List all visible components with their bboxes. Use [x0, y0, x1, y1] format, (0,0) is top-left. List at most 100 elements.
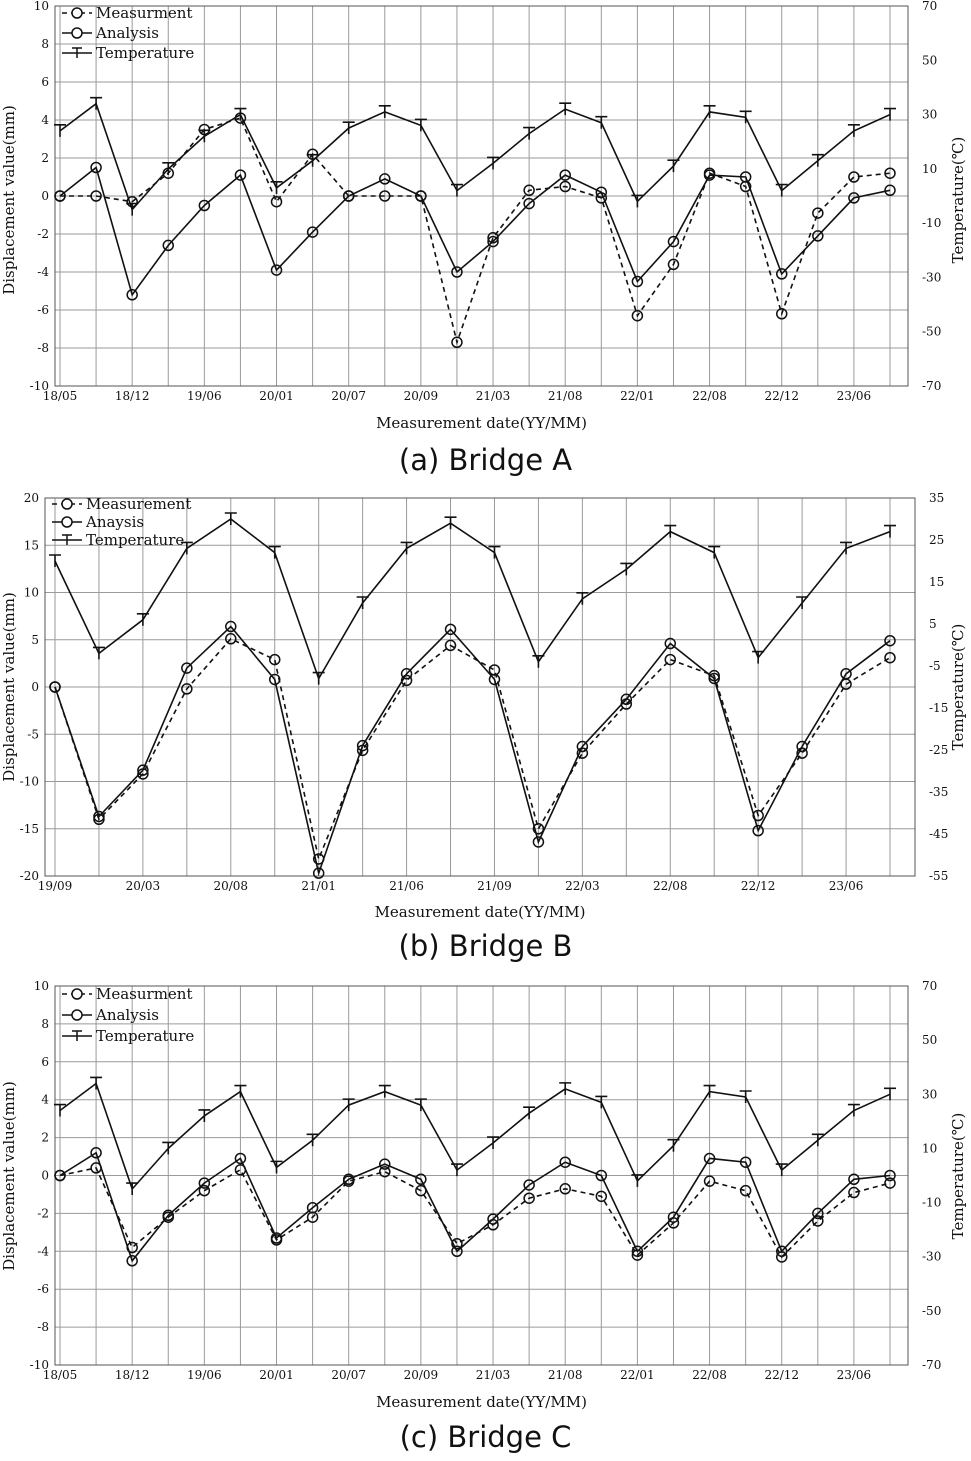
data-point [162, 1209, 175, 1222]
data-point [708, 545, 721, 559]
data-point [739, 171, 752, 183]
series-measurment [54, 1162, 896, 1263]
data-point [451, 1245, 463, 1258]
y2-tick-label: 30 [922, 108, 937, 122]
data-point [306, 1201, 319, 1214]
y-tick-label: 10 [34, 979, 49, 993]
caption-a: (a) Bridge A [398, 443, 573, 477]
y-tick-label: 2 [41, 151, 49, 165]
data-point [775, 1163, 788, 1177]
series-analysis [54, 1147, 896, 1267]
legend-label: Anaysis [85, 513, 144, 531]
data-point [268, 545, 281, 559]
series-temperature [54, 96, 896, 216]
data-point [739, 1184, 752, 1197]
data-point [523, 197, 535, 210]
x-tick-label: 19/06 [187, 389, 222, 403]
y2-tick-label: -10 [922, 216, 941, 230]
data-point [752, 824, 764, 837]
data-point [162, 239, 175, 252]
y-tick-label: -15 [20, 822, 39, 836]
data-point [812, 1207, 824, 1220]
x-tick-label: 18/12 [115, 1368, 150, 1382]
legend-swatch-marker [71, 7, 83, 19]
y-tick-label: -8 [37, 1320, 49, 1334]
chart-b: 20 15 10 5 0 -5 -10 -15 -20 35 25 15 5 -5 -15 -25 -35 -45… [0, 491, 967, 921]
data-point [90, 190, 102, 202]
data-point [884, 1177, 896, 1189]
series-analysis [54, 161, 896, 301]
x-tick-label: 22/08 [692, 389, 727, 403]
data-point [664, 524, 677, 538]
data-point [487, 1213, 499, 1225]
series-line [59, 1166, 891, 1259]
data-point [488, 673, 501, 686]
data-point [415, 190, 427, 202]
legend-label: Temperature [86, 531, 184, 549]
legend-swatch-marker [71, 27, 83, 39]
legend-label: Temperature [96, 1027, 194, 1045]
series-measurement [49, 633, 896, 865]
data-point [703, 105, 716, 118]
data-point [775, 183, 788, 197]
x-tick-label: 21/01 [301, 879, 336, 893]
y2-axis-label: Temperature(℃) [949, 1113, 967, 1240]
x-tick-label: 22/08 [692, 1368, 727, 1382]
x-tick-label: 20/07 [331, 1368, 366, 1382]
y-tick-label: -10 [20, 775, 39, 789]
x-tick-label: 20/01 [259, 389, 294, 403]
data-point [739, 110, 752, 124]
y2-tick-label: -45 [929, 827, 948, 841]
y2-tick-label: 30 [922, 1087, 937, 1101]
data-point [414, 118, 427, 132]
series-line [54, 637, 891, 862]
series-temperature [49, 512, 896, 685]
legend-label: Measurment [96, 4, 193, 22]
legend-swatch-marker [72, 47, 82, 58]
data-point [840, 541, 853, 555]
data-point [379, 1158, 391, 1170]
legend: Measurment Analysis Temperature [62, 985, 194, 1045]
chart-c: 10 8 6 4 2 0 -2 -4 -6 -8 -10 70 50 30 10 -10 -30 -50 -70 18… [0, 979, 967, 1411]
data-point [234, 1152, 247, 1165]
legend-swatch-marker [61, 498, 73, 510]
data-point [126, 1182, 139, 1196]
data-point [415, 1173, 427, 1186]
data-point [356, 739, 369, 752]
data-point [667, 258, 680, 271]
data-point [884, 524, 896, 538]
y-tick-label: 5 [31, 633, 39, 647]
data-point [234, 107, 247, 121]
chart-panel-c: 10 8 6 4 2 0 -2 -4 -6 -8 -10 70 50 30 10 -10 -30 -50 -70 18… [0, 974, 971, 1414]
data-point [667, 235, 680, 248]
y-axis-label: Displacement value(mm) [0, 1081, 18, 1271]
chart-a: 10 8 6 4 2 0 -2 -4 -6 -8 -10 70 50 30 10 -10 -30 -50 -70 18… [0, 0, 967, 432]
x-tick-label: 18/05 [43, 1368, 78, 1382]
data-point [667, 1138, 680, 1152]
data-point [270, 1160, 283, 1174]
data-point [137, 764, 149, 776]
data-point [126, 202, 139, 216]
data-point [92, 646, 105, 660]
y-tick-label: 0 [31, 680, 39, 694]
y2-tick-label: 70 [922, 979, 937, 993]
y-tick-label: 10 [24, 586, 39, 600]
data-point [451, 266, 463, 278]
data-point [162, 162, 175, 175]
y2-tick-label: -10 [922, 1196, 941, 1210]
legend-label: Measurement [86, 495, 191, 513]
data-point [775, 268, 788, 280]
y-tick-label: 10 [34, 0, 49, 13]
data-point [54, 190, 66, 202]
data-point [523, 1192, 535, 1204]
data-point [811, 1133, 824, 1147]
data-point [631, 1174, 644, 1187]
y2-tick-label: 10 [922, 162, 937, 176]
data-point [444, 639, 457, 652]
data-point [667, 1211, 680, 1223]
data-point [270, 195, 283, 208]
y2-tick-label: 35 [929, 491, 944, 505]
data-point [847, 1103, 860, 1117]
x-tick-label: 21/09 [477, 879, 512, 893]
data-point [268, 653, 281, 666]
